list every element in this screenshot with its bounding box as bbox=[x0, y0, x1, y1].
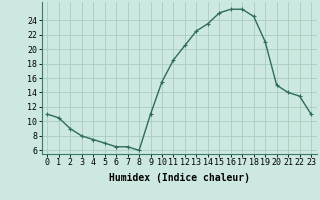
X-axis label: Humidex (Indice chaleur): Humidex (Indice chaleur) bbox=[109, 173, 250, 183]
